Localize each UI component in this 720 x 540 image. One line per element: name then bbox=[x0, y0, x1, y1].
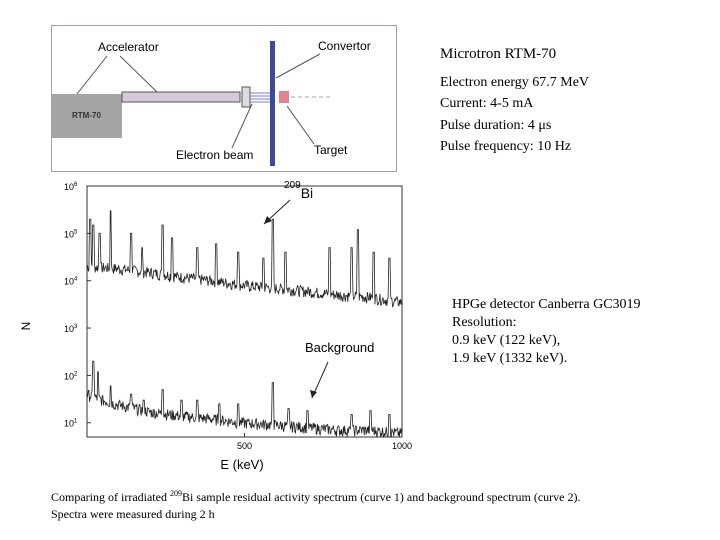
y-axis-label: N bbox=[20, 322, 33, 331]
tick-layer: 500 1000 101 102 103 104 105 106 bbox=[64, 182, 412, 451]
microtron-line: Pulse frequency: 10 Hz bbox=[440, 139, 572, 154]
target-block bbox=[279, 91, 289, 103]
electron-beam-label: Electron beam bbox=[176, 148, 253, 162]
y-tick-label: 105 bbox=[64, 229, 78, 239]
convertor-plate bbox=[270, 41, 275, 166]
target-label: Target bbox=[314, 143, 348, 157]
microtron-title: Microtron RTM-70 bbox=[440, 46, 557, 62]
convertor-label: Convertor bbox=[318, 39, 371, 53]
target-pointer bbox=[286, 105, 315, 145]
detector-line: HPGe detector Canberra GC3019 bbox=[452, 297, 641, 312]
y-tick-label: 101 bbox=[64, 419, 78, 429]
accelerator-pointer-left bbox=[76, 55, 108, 95]
accelerator-pointer-right bbox=[119, 55, 158, 93]
series-pointer-bi-head bbox=[264, 216, 272, 224]
caption-text-a: Comparing of irradiated bbox=[51, 490, 170, 504]
accelerator-tube bbox=[121, 91, 241, 103]
caption-text-b: Bi sample residual activity spectrum (cu… bbox=[181, 490, 581, 504]
y-tick-label: 104 bbox=[64, 277, 78, 287]
series-pointer-background-head bbox=[310, 390, 317, 398]
x-axis-label: E (keV) bbox=[220, 457, 263, 472]
microtron-info: Microtron RTM-70 Electron energy 67.7 Me… bbox=[440, 44, 700, 158]
electron-beam-pointer bbox=[231, 103, 253, 149]
spectrum-line-background bbox=[86, 360, 403, 438]
setup-diagram: RTM-70 Accelerator Convertor Electron be… bbox=[51, 25, 397, 172]
electron-beam-lines bbox=[250, 92, 272, 103]
x-tick-label: 500 bbox=[237, 441, 252, 451]
series-label-bi-mass: 209 bbox=[284, 180, 301, 191]
detector-line: 1.9 keV (1332 keV). bbox=[452, 351, 568, 366]
rtm-box bbox=[52, 94, 122, 138]
detector-line: 0.9 keV (122 keV), bbox=[452, 333, 561, 348]
detector-info: HPGe detector Canberra GC3019 Resolution… bbox=[452, 296, 702, 368]
accelerator-label: Accelerator bbox=[98, 40, 159, 54]
caption-superscript: 209 bbox=[169, 489, 182, 498]
tube-flange bbox=[241, 86, 251, 108]
detector-line: Resolution: bbox=[452, 315, 517, 330]
microtron-line: Pulse duration: 4 μs bbox=[440, 117, 552, 133]
spectrum-line-bi209 bbox=[86, 210, 403, 308]
series-label-bi: 209Bi bbox=[284, 180, 313, 201]
rtm-box-label: RTM-70 bbox=[72, 111, 101, 120]
microtron-line: Electron energy 67.7 MeV bbox=[440, 74, 590, 90]
microtron-line: Current: 4-5 mA bbox=[440, 96, 534, 111]
y-tick-label: 102 bbox=[64, 371, 78, 381]
setup-diagram-svg: RTM-70 Accelerator Convertor Electron be… bbox=[52, 39, 371, 166]
plot-frame bbox=[86, 185, 403, 438]
y-tick-label: 106 bbox=[64, 182, 78, 192]
plot-area bbox=[86, 210, 403, 438]
convertor-pointer bbox=[275, 53, 321, 79]
y-tick-label: 103 bbox=[64, 324, 78, 334]
caption-line-2: Spectra were measured during 2 h bbox=[51, 507, 215, 521]
figure-caption: Comparing of irradiated 209Bi sample res… bbox=[51, 485, 701, 523]
x-tick-label: 1000 bbox=[392, 441, 412, 451]
caption-line-1: Comparing of irradiated 209Bi sample res… bbox=[51, 485, 701, 506]
axes bbox=[86, 185, 403, 438]
series-label-background: Background bbox=[305, 340, 374, 355]
